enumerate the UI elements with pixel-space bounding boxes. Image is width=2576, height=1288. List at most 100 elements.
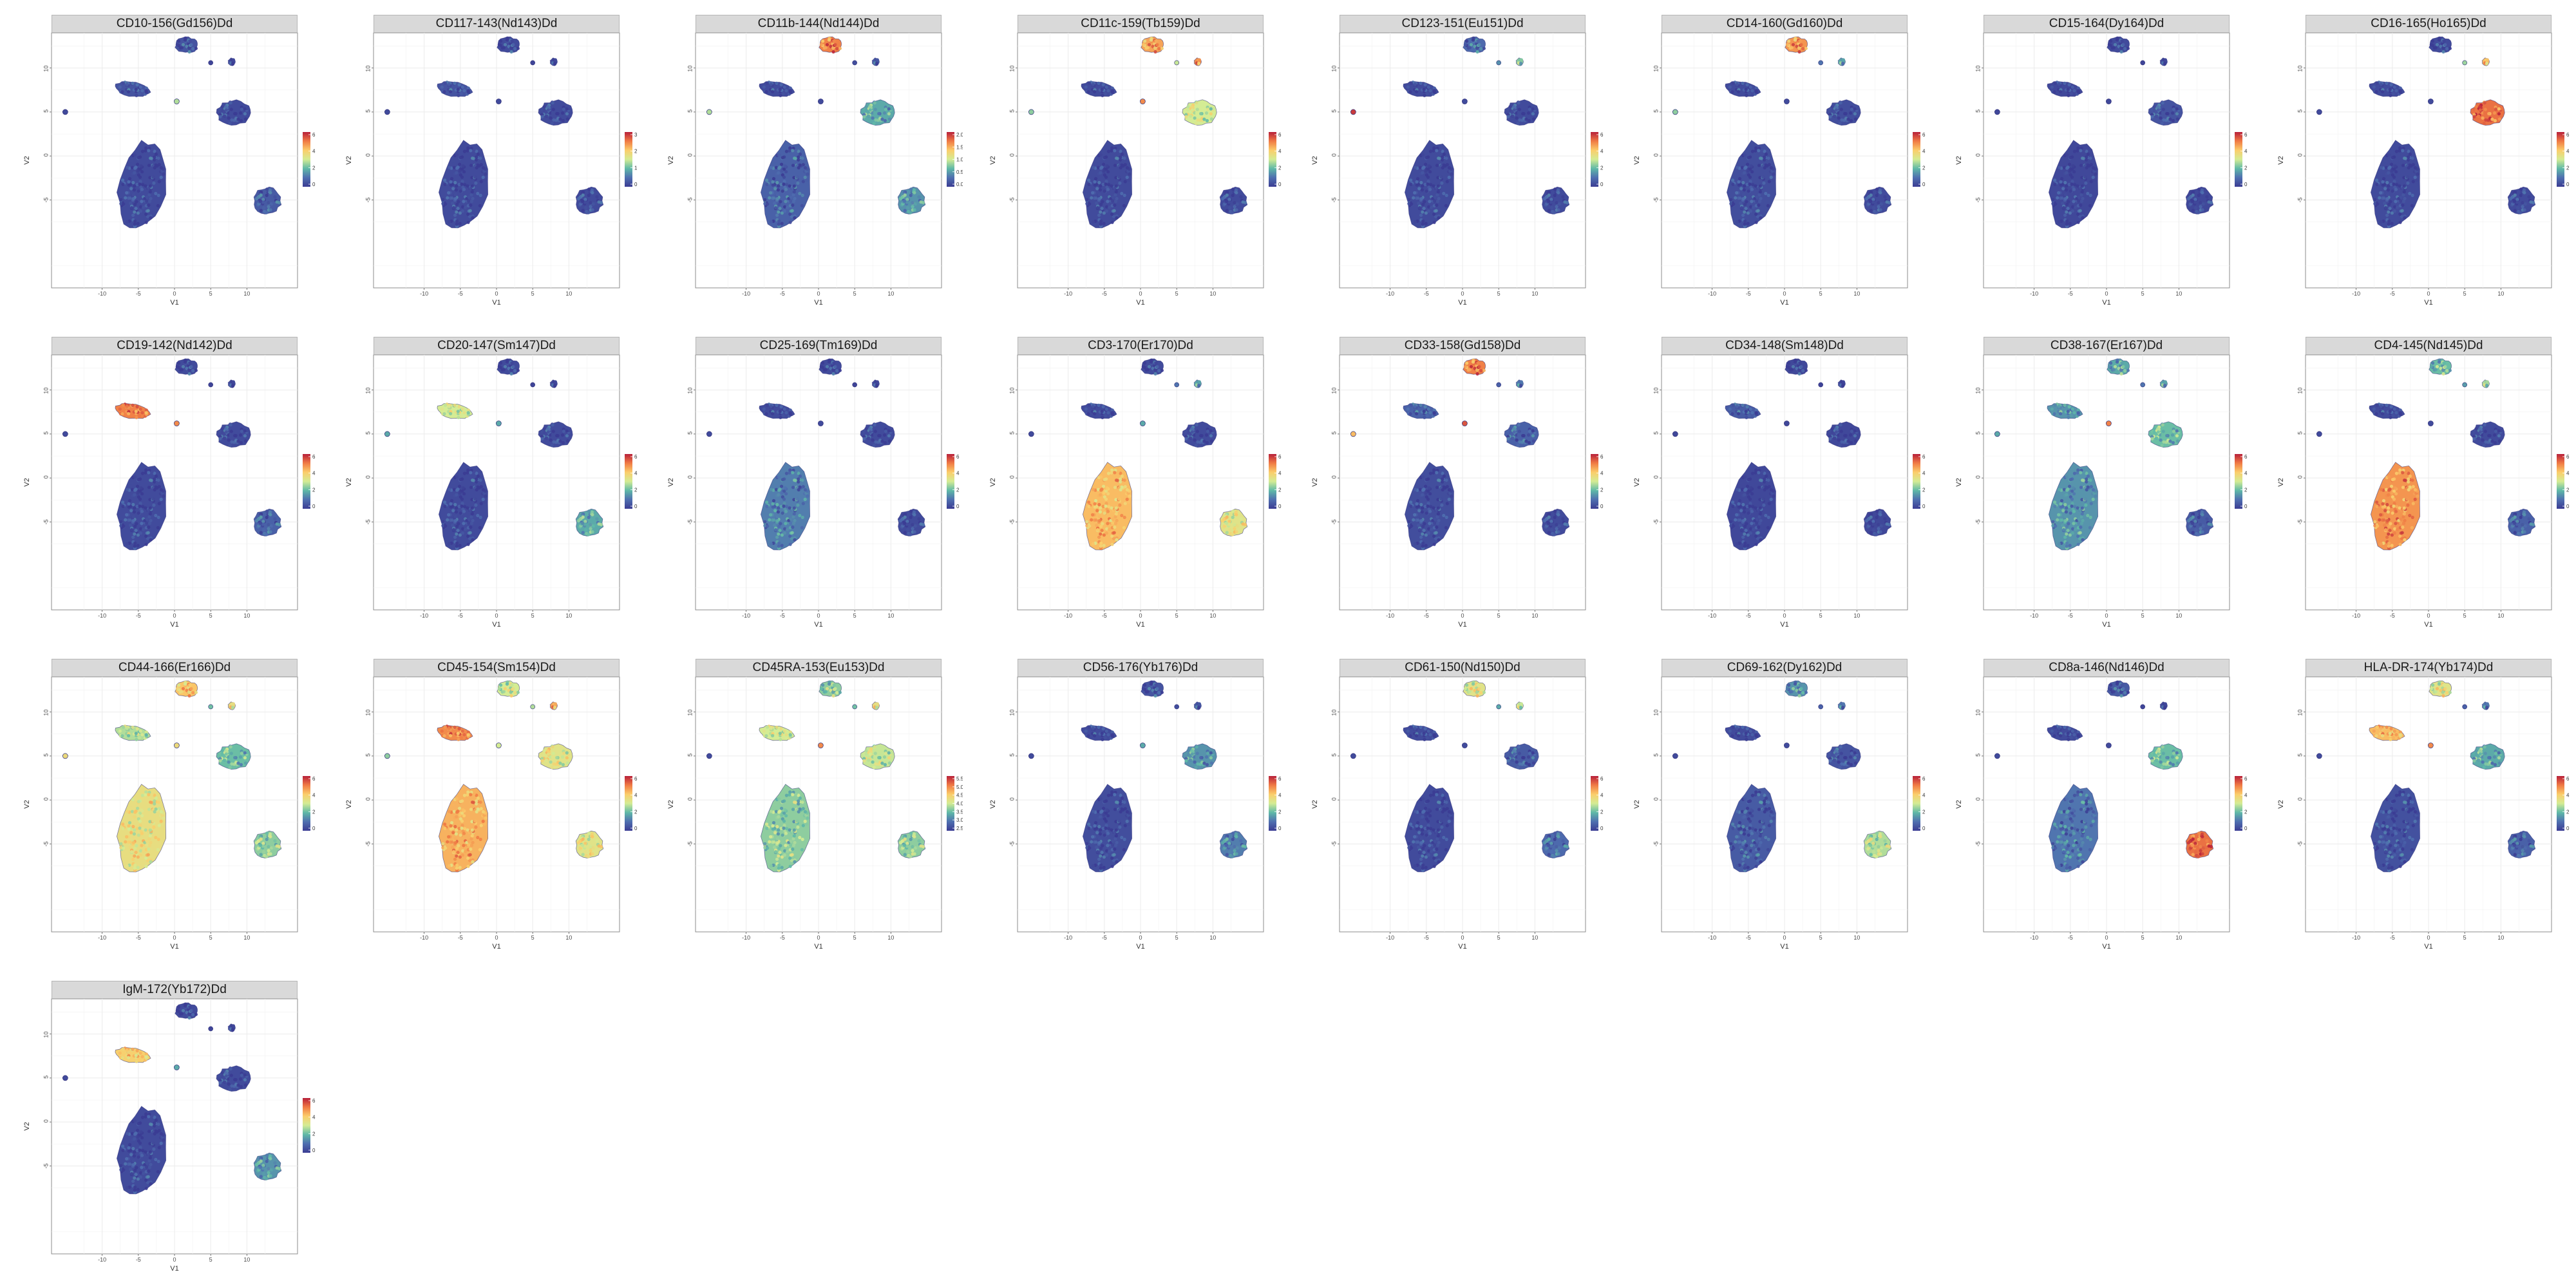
cell-point bbox=[2372, 85, 2376, 89]
cell-point bbox=[2076, 199, 2081, 203]
x-tick-label: 10 bbox=[1531, 612, 1538, 619]
cell-point bbox=[238, 111, 243, 115]
cell-point bbox=[148, 176, 152, 180]
cell-point bbox=[821, 361, 825, 365]
cell-point bbox=[887, 434, 891, 438]
cell-point bbox=[1154, 361, 1158, 365]
cell-point bbox=[2076, 149, 2079, 153]
cell-point bbox=[781, 414, 785, 418]
cell-point bbox=[1106, 187, 1110, 191]
cell-point bbox=[583, 198, 587, 202]
cell-point bbox=[510, 39, 514, 43]
cell-point bbox=[1508, 427, 1512, 431]
cell-point bbox=[1426, 175, 1430, 179]
cell-point bbox=[1759, 216, 1763, 220]
cell-point bbox=[1422, 410, 1426, 413]
cell-point bbox=[1413, 542, 1417, 546]
cell-point bbox=[2527, 195, 2531, 199]
cell-point bbox=[151, 175, 155, 179]
cell-point bbox=[1531, 112, 1535, 116]
cell-point bbox=[781, 189, 784, 193]
cell-point bbox=[156, 515, 160, 519]
cell-point bbox=[770, 488, 773, 491]
cell-point bbox=[1103, 156, 1106, 160]
cell-point bbox=[151, 497, 155, 501]
cell-point bbox=[2171, 118, 2175, 122]
cluster-mid-small bbox=[1784, 421, 1790, 426]
cell-point bbox=[1759, 518, 1763, 522]
cell-point bbox=[1746, 491, 1750, 495]
cell-point bbox=[1743, 210, 1747, 214]
cell-point bbox=[131, 180, 135, 185]
cell-point bbox=[2059, 180, 2063, 184]
y-axis-title: V2 bbox=[23, 478, 31, 486]
cluster-mid-small bbox=[1462, 421, 1468, 426]
cell-point bbox=[880, 439, 884, 443]
y-tick-label: 10 bbox=[1009, 388, 1015, 394]
cell-point bbox=[1882, 524, 1886, 527]
cell-point bbox=[1099, 475, 1103, 478]
cell-point bbox=[187, 372, 191, 376]
cell-point bbox=[794, 148, 798, 152]
cell-point bbox=[782, 167, 786, 171]
cell-point bbox=[194, 368, 198, 372]
cell-point bbox=[458, 533, 462, 537]
y-tick-label: -5 bbox=[365, 197, 371, 202]
legend-colorbar bbox=[2557, 132, 2564, 187]
cell-point bbox=[2392, 85, 2396, 89]
legend-tick-label: 4 bbox=[634, 471, 638, 477]
y-tick-label: 0 bbox=[43, 475, 49, 478]
cell-point bbox=[1730, 412, 1734, 416]
cell-point bbox=[469, 149, 473, 153]
cell-point bbox=[2076, 86, 2080, 90]
cell-point bbox=[562, 430, 566, 433]
cell-point bbox=[1102, 484, 1106, 488]
cell-point bbox=[1190, 430, 1194, 434]
cell-point bbox=[2398, 146, 2402, 150]
cell-point bbox=[769, 542, 773, 546]
cell-point bbox=[475, 471, 478, 475]
cell-point bbox=[1099, 219, 1103, 223]
cell-point bbox=[1517, 430, 1521, 433]
cell-point bbox=[147, 509, 151, 513]
cell-point bbox=[583, 520, 587, 524]
cell-point bbox=[771, 412, 775, 415]
cell-point bbox=[268, 188, 272, 192]
cell-point bbox=[1440, 181, 1444, 185]
cell-point bbox=[2086, 152, 2090, 156]
cell-point bbox=[1475, 368, 1479, 372]
cell-point bbox=[137, 156, 140, 160]
facet-strip: CD10-156(Gd156)Dd bbox=[52, 15, 298, 33]
cell-point bbox=[148, 506, 152, 510]
legend-tick-label: 3 bbox=[634, 132, 638, 138]
cell-point bbox=[449, 412, 453, 415]
cell-point bbox=[141, 183, 145, 187]
cell-point bbox=[1115, 211, 1119, 214]
cell-point bbox=[779, 415, 782, 419]
legend-tick-label: 0 bbox=[1600, 182, 1604, 187]
facet-panel: -10 -5 0 5 10 10 5 0 -5 V1 V2 6 4 2 0 CD15-164(Dy164)Dd bbox=[1948, 0, 2251, 312]
cell-point bbox=[1517, 101, 1520, 105]
cell-point bbox=[1515, 118, 1519, 122]
cell-point bbox=[1426, 167, 1430, 171]
cell-point bbox=[1741, 515, 1745, 518]
cell-point bbox=[1153, 46, 1157, 50]
cell-point bbox=[456, 410, 460, 413]
cell-point bbox=[1122, 526, 1126, 529]
cell-point bbox=[1804, 368, 1808, 372]
cell-point bbox=[1112, 531, 1116, 535]
cell-point bbox=[1743, 222, 1747, 226]
cell-point bbox=[440, 407, 444, 411]
cell-point bbox=[793, 518, 797, 522]
cell-point bbox=[452, 206, 456, 210]
cell-point bbox=[2441, 50, 2445, 54]
cell-point bbox=[549, 118, 553, 122]
cell-point bbox=[788, 411, 792, 415]
cell-point bbox=[136, 484, 140, 488]
cell-point bbox=[2386, 188, 2390, 192]
cell-point bbox=[1099, 532, 1103, 536]
cell-point bbox=[1754, 149, 1757, 153]
cell-point bbox=[140, 200, 144, 204]
cell-point bbox=[1758, 190, 1762, 194]
